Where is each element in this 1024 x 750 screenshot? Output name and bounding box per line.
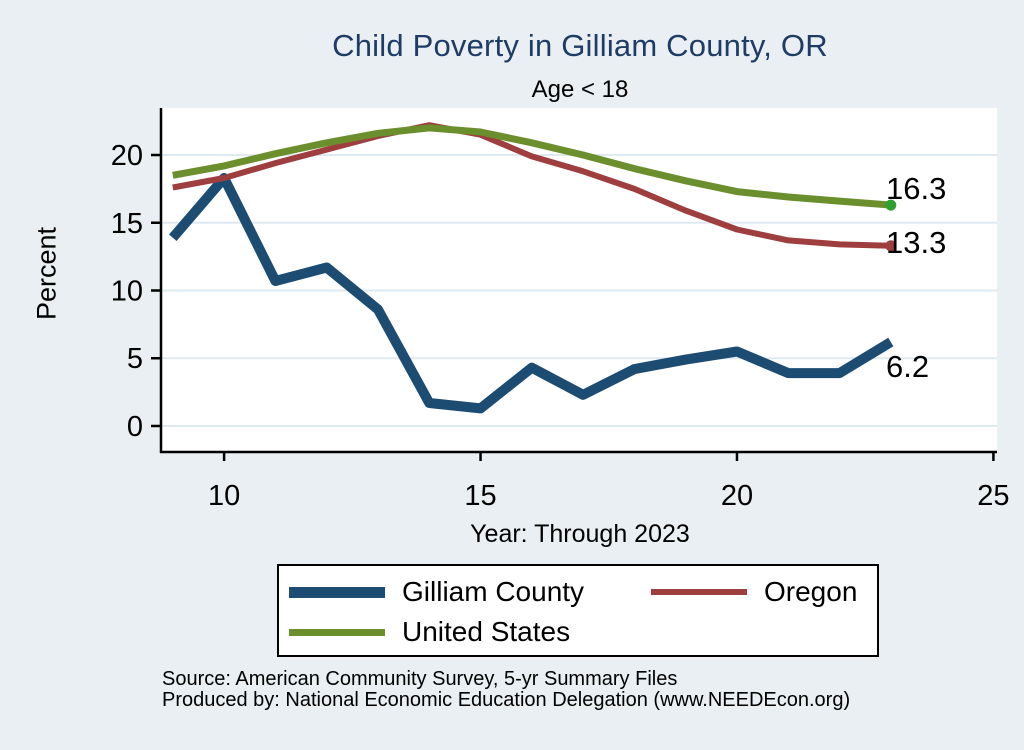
legend-label: United States: [402, 616, 571, 647]
source-note: Source: American Community Survey, 5-yr …: [162, 669, 1002, 711]
series-end-dot-united-states: [885, 199, 897, 211]
y-tick-label: 0: [127, 411, 143, 443]
x-tick-label: 15: [464, 480, 496, 512]
y-axis-title: Percent: [31, 226, 62, 321]
oregon-line-swatch: [651, 589, 747, 595]
gilliam-county-line-swatch: [289, 586, 385, 598]
series-line-oregon: [172, 122, 891, 249]
source-line: Source: American Community Survey, 5-yr …: [162, 668, 678, 690]
legend-item-gilliam-county: Gilliam County: [289, 572, 584, 612]
legend-item-oregon: Oregon: [651, 572, 857, 612]
united-states-line-swatch: [289, 628, 385, 636]
chart-title: Child Poverty in Gilliam County, OR: [332, 28, 828, 63]
series-end-dot-oregon: [885, 240, 897, 252]
x-tick-label: 25: [977, 480, 1009, 512]
series-end-label-oregon: 13.3: [886, 225, 946, 260]
y-tick-label: 5: [127, 343, 143, 375]
chart-subtitle: Age < 18: [531, 76, 629, 103]
series-end-label-gilliam-county: 6.2: [886, 349, 929, 384]
y-tick-label: 15: [111, 208, 143, 240]
series-end-label-united-states: 16.3: [886, 171, 946, 206]
x-axis-title: Year: Through 2023: [470, 520, 690, 548]
x-tick-label: 20: [721, 480, 753, 512]
legend-label: Gilliam County: [402, 576, 585, 607]
y-tick-label: 10: [111, 276, 143, 308]
produced-by-line: Produced by: National Economic Education…: [162, 689, 851, 711]
series-line-united-states: [172, 124, 892, 209]
legend-label: Oregon: [764, 576, 858, 607]
legend: Gilliam County Oregon United States: [277, 564, 879, 657]
series-line-gilliam-county: [169, 173, 894, 414]
x-tick-label: 10: [208, 480, 240, 512]
legend-item-united-states: United States: [289, 612, 570, 652]
y-tick-label: 20: [111, 140, 143, 172]
